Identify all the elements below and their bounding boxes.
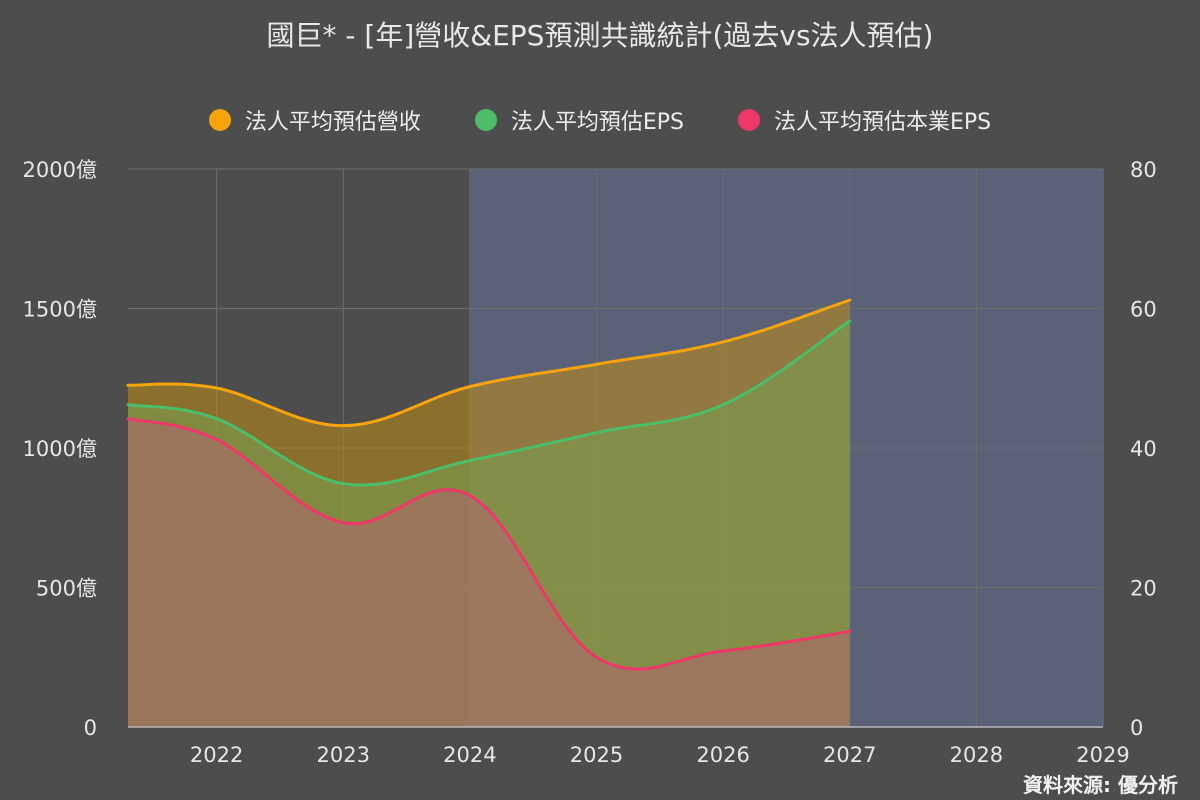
- y-right-tick-label: 40: [1130, 437, 1157, 461]
- x-tick-label: 2027: [823, 743, 876, 767]
- series-area-core-eps: [128, 418, 850, 727]
- legend-dot-eps: [474, 109, 497, 131]
- series-line-eps: [126, 319, 852, 487]
- y-right-tick-label: 60: [1130, 298, 1157, 322]
- legend-dot-revenue: [208, 109, 231, 131]
- legend-dot-core-eps: [738, 109, 760, 131]
- legend-label-eps: 法人平均預估EPS: [510, 110, 684, 135]
- legend: 法人平均預估營收 法人平均預估EPS 法人平均預估本業EPS: [0, 104, 1200, 136]
- y-right-tick-label: 20: [1130, 577, 1157, 601]
- x-tick-label: 2026: [696, 743, 749, 767]
- y-right-tick-label: 0: [1130, 716, 1143, 740]
- x-tick-label: 2023: [317, 743, 370, 767]
- legend-label-revenue: 法人平均預估營收: [244, 110, 421, 135]
- y-left-tick-label: 2000億: [23, 158, 97, 182]
- legend-label-core-eps: 法人平均預估本業EPS: [774, 110, 992, 135]
- legend-item-eps[interactable]: 法人平均預估EPS: [474, 104, 684, 136]
- x-tick-label: 2028: [950, 743, 1003, 767]
- y-left-tick-label: 0: [84, 716, 97, 740]
- x-tick-label: 2024: [443, 743, 496, 767]
- y-left-tick-label: 1500億: [23, 298, 97, 322]
- y-left-tick-label: 1000億: [23, 437, 97, 461]
- y-left-tick-label: 500億: [36, 577, 97, 601]
- chart-title: 國巨* - [年]營收&EPS預測共識統計(過去vs法人預估): [266, 19, 934, 52]
- x-tick-label: 2029: [1076, 743, 1129, 767]
- legend-item-core-eps[interactable]: 法人平均預估本業EPS: [738, 104, 991, 136]
- y-right-tick-label: 80: [1130, 158, 1157, 182]
- source-note: 資料來源: 優分析: [1023, 773, 1178, 797]
- series-line-revenue: [126, 298, 852, 428]
- x-tick-label: 2022: [190, 743, 243, 767]
- series-line-core-eps: [126, 417, 852, 671]
- legend-item-revenue[interactable]: 法人平均預估營收: [208, 104, 421, 136]
- x-tick-label: 2025: [570, 743, 623, 767]
